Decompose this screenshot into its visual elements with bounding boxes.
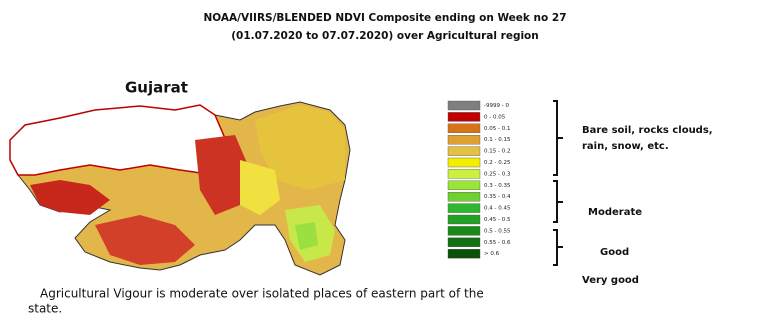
group-label: rain, snow, etc. (582, 141, 669, 152)
legend: -9999 - 0 0 - 0.05 0.05 - 0.1 0.1 - 0.15 0.1… (448, 101, 511, 258)
title-line: NOAA/VIIRS/BLENDED NDVI Composite ending… (203, 12, 566, 24)
legend-swatch (448, 238, 480, 247)
legend-label: > 0.6 (484, 251, 500, 257)
legend-swatch (448, 192, 480, 201)
legend-label: -9999 - 0 (484, 103, 509, 109)
legend-label: 0.1 - 0.15 (484, 137, 511, 143)
group-label: Bare soil, rocks clouds, (582, 125, 713, 136)
legend-swatch (448, 215, 480, 224)
legend-swatch (448, 147, 480, 156)
group-label: Good (600, 247, 629, 258)
legend-label: 0 - 0.05 (484, 114, 506, 120)
legend-label: 0.55 - 0.6 (484, 240, 511, 246)
legend-label: 0.35 - 0.4 (484, 194, 511, 200)
legend-swatch (448, 158, 480, 167)
map-title: Gujarat (125, 79, 188, 97)
legend-label: 0.3 - 0.35 (484, 183, 511, 189)
legend-label: 0.45 - 0.5 (484, 217, 511, 223)
map (10, 102, 350, 275)
page: NOAA/VIIRS/BLENDED NDVI Composite ending… (0, 0, 770, 313)
group-label: Moderate (588, 207, 642, 218)
footer-line: state. (28, 302, 62, 313)
legend-label: 0.15 - 0.2 (484, 149, 510, 155)
legend-swatch (448, 124, 480, 133)
brackets (553, 101, 563, 265)
legend-swatch (448, 135, 480, 144)
group-label: Very good (582, 275, 639, 286)
legend-label: 0.05 - 0.1 (484, 126, 510, 132)
legend-swatch (448, 249, 480, 258)
legend-swatch (448, 204, 480, 213)
legend-label: 0.4 - 0.45 (484, 206, 511, 212)
legend-label: 0.25 - 0.3 (484, 171, 511, 177)
legend-label: 0.2 - 0.25 (484, 160, 511, 166)
legend-swatch (448, 181, 480, 190)
title-line: (01.07.2020 to 07.07.2020) over Agricult… (231, 30, 539, 42)
legend-swatch (448, 101, 480, 110)
legend-swatch (448, 226, 480, 235)
legend-label: 0.5 - 0.55 (484, 228, 511, 234)
footer-line: Agricultural Vigour is moderate over iso… (40, 287, 484, 301)
legend-swatch (448, 169, 480, 178)
legend-swatch (448, 112, 480, 121)
